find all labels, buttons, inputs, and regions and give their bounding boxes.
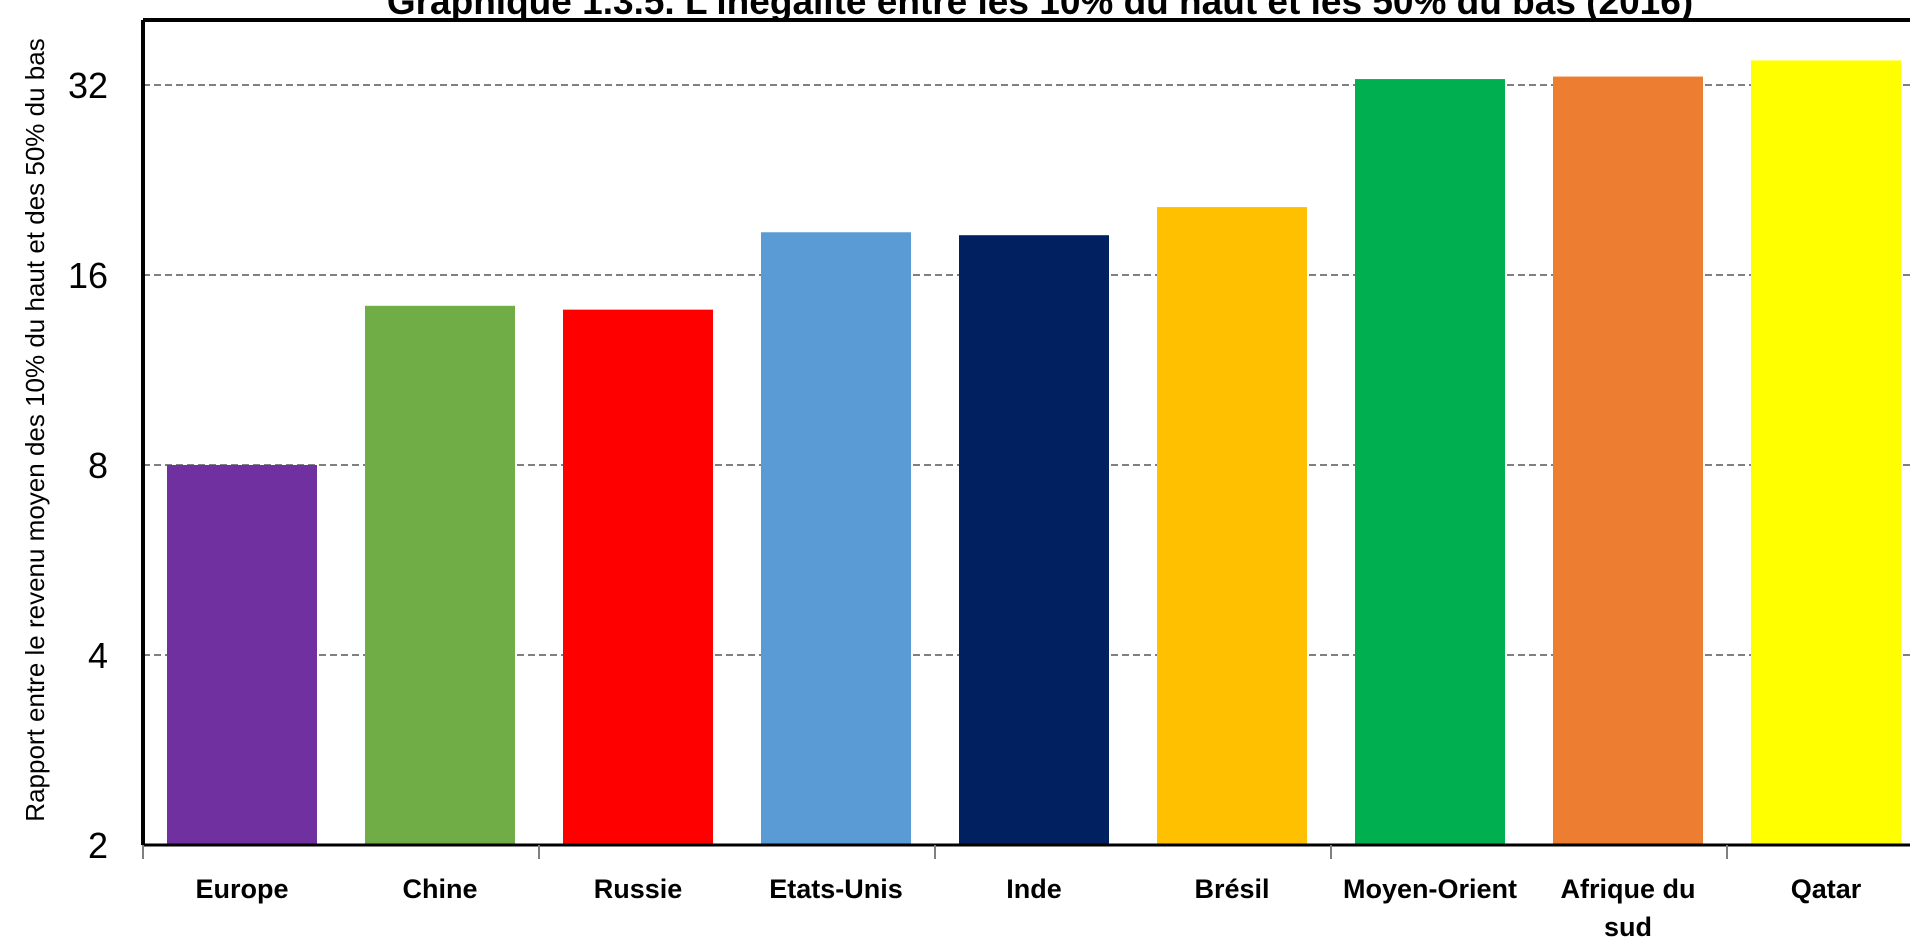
bar-russie xyxy=(563,309,713,845)
bar-etats-unis xyxy=(761,232,911,845)
bars xyxy=(167,60,1901,846)
x-category-label: Chine xyxy=(402,874,477,904)
y-axis-label: Rapport entre le revenu moyen des 10% du… xyxy=(20,38,50,821)
bar-moyen-orient xyxy=(1355,79,1505,846)
x-category-label: Moyen-Orient xyxy=(1343,874,1517,904)
x-category-label: Inde xyxy=(1006,874,1062,904)
bar-chine xyxy=(365,305,515,845)
y-tick-label: 2 xyxy=(88,825,108,866)
y-tick-label: 4 xyxy=(88,635,108,676)
bar-inde xyxy=(959,235,1109,845)
y-tick-labels: 2 4 8 16 32 xyxy=(68,65,108,866)
bar-br-sil xyxy=(1157,207,1307,845)
x-category-label: Europe xyxy=(195,874,288,904)
bar-afrique-du-sud xyxy=(1553,76,1703,845)
x-category-label: Russie xyxy=(594,874,683,904)
x-category-label: Brésil xyxy=(1194,874,1269,904)
axes xyxy=(141,18,1910,847)
y-tick-label: 16 xyxy=(68,255,108,296)
y-tick-label: 8 xyxy=(88,445,108,486)
x-category-label: Etats-Unis xyxy=(769,874,903,904)
bar-qatar xyxy=(1751,60,1901,846)
chart-title: Graphique 1.3.5. L'inégalité entre les 1… xyxy=(387,0,1693,22)
x-category-labels: Europe Chine Russie Etats-Unis Inde Brésil Moy… xyxy=(195,874,1861,941)
x-category-label: Qatar xyxy=(1791,874,1862,904)
bar-europe xyxy=(167,465,317,845)
x-tick-marks xyxy=(142,845,1728,859)
x-category-label: Afrique du sud xyxy=(1561,874,1696,941)
y-tick-label: 32 xyxy=(68,65,108,106)
